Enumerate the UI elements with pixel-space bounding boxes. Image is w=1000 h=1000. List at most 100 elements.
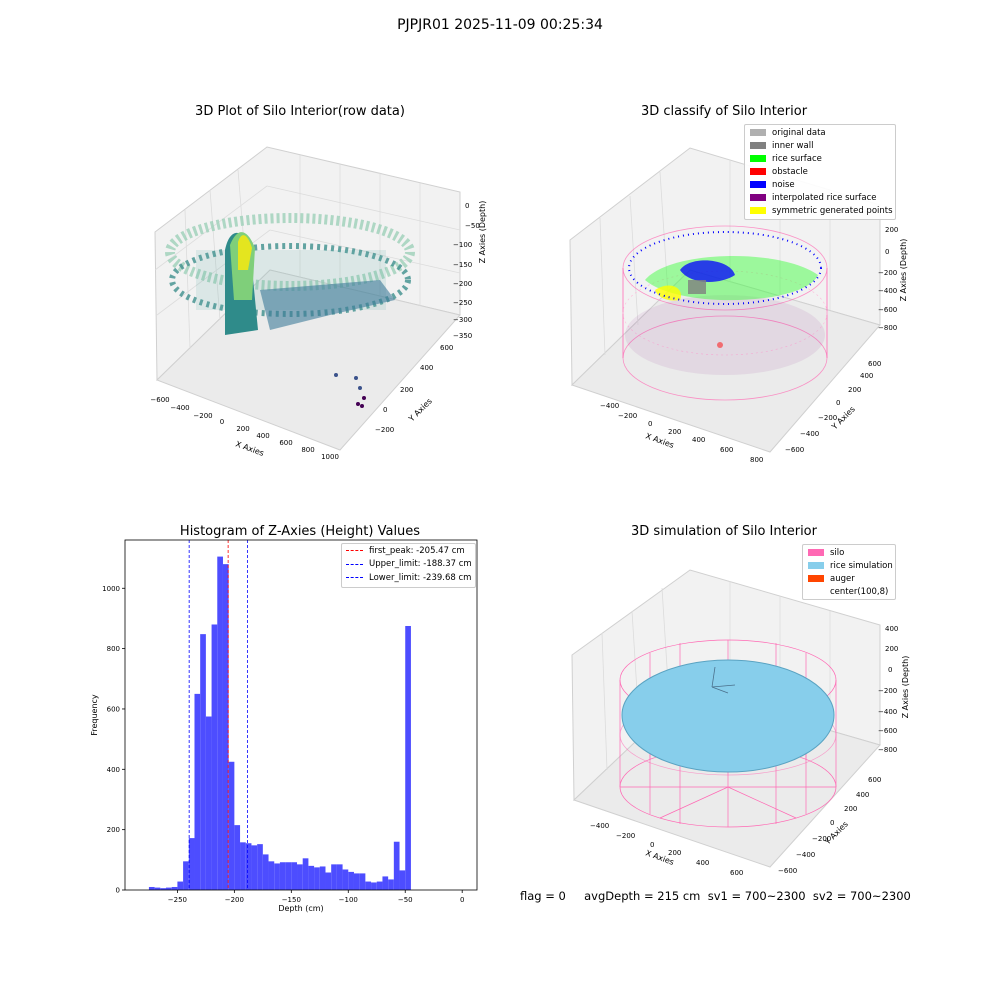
histogram-bar — [222, 564, 229, 890]
panel2-legend-swatch — [750, 155, 766, 162]
histogram-bar — [382, 876, 389, 890]
histogram-bar — [342, 869, 349, 890]
histogram-bar — [217, 556, 223, 890]
panel2-x-tick: 800 — [750, 456, 763, 464]
histogram-bar — [177, 881, 184, 890]
panel4-z-tick: −200 — [878, 687, 897, 695]
panel4-legend-item: auger — [803, 572, 895, 585]
panel4-x-tick: −200 — [616, 832, 635, 840]
histogram-bar — [228, 761, 235, 890]
histogram-y-tick: 0 — [116, 887, 120, 895]
histogram-bar — [257, 844, 263, 890]
panel2-point-cloud — [622, 225, 828, 401]
histogram-bar — [166, 887, 172, 890]
panel4-legend-label: auger — [830, 573, 855, 584]
panel2-legend-item: rice surface — [745, 152, 895, 165]
histogram-legend-swatch — [346, 563, 363, 565]
panel1-z-tick: −200 — [453, 280, 472, 288]
panel2-z-tick: 0 — [885, 248, 889, 256]
panel4-legend-swatch — [808, 575, 824, 582]
histogram-bar — [359, 873, 366, 890]
panel4-z-tick: −800 — [878, 746, 897, 754]
histogram-bar — [268, 861, 275, 890]
panel1-y-tick: 0 — [383, 406, 387, 414]
panel4-legend-item: center(100,8) — [803, 585, 895, 598]
panel4-x-tick: 400 — [696, 859, 709, 867]
panel1-x-label: X Axies — [234, 439, 265, 458]
histogram-bar — [376, 881, 383, 890]
histogram-bar — [200, 634, 206, 890]
panel1-z-tick: −50 — [465, 222, 480, 230]
panel2-legend-label: noise — [772, 179, 795, 190]
histogram-bar — [245, 843, 252, 890]
panel2-y-tick: 200 — [848, 386, 861, 394]
panel1-x-tick: −400 — [170, 404, 189, 412]
panel2-z-tick: −200 — [878, 269, 897, 277]
panel2-legend-label: interpolated rice surface — [772, 192, 877, 203]
histogram-bar — [285, 862, 292, 890]
histogram-chart: 0 200 400 600 800 1000 −250 −200 −150 −100 −50 0 D… — [90, 539, 478, 913]
panel2-legend-item: interpolated rice surface — [745, 191, 895, 204]
histogram-bar — [336, 864, 343, 890]
histogram-legend-swatch — [346, 550, 363, 552]
panel1-title: 3D Plot of Silo Interior(row data) — [195, 104, 405, 119]
histogram-bar — [194, 693, 201, 890]
panel2-x-tick: −400 — [600, 402, 619, 410]
panel2-x-tick: 0 — [648, 420, 652, 428]
panel4-title: 3D simulation of Silo Interior — [631, 524, 817, 539]
histogram-x-label: Depth (cm) — [278, 904, 323, 913]
histogram-bar — [314, 867, 320, 890]
panel1-y-tick: 400 — [420, 364, 433, 372]
histogram-bar — [183, 861, 189, 890]
histogram-bar — [251, 845, 258, 890]
panel4-legend: silo rice simulation auger center(100,8) — [802, 544, 896, 600]
panel4-z-label: Z Axies (Depth) — [901, 656, 910, 719]
panel1-z-tick: −150 — [453, 261, 472, 269]
panel2-legend-item: original data — [745, 126, 895, 139]
histogram-bar — [331, 864, 337, 890]
histogram-x-tick: −150 — [282, 896, 301, 904]
histogram-bar — [319, 866, 326, 890]
panel4-y-label: Y Axies — [822, 820, 850, 848]
panel1-z-tick: −350 — [453, 332, 472, 340]
histogram-bar — [348, 871, 354, 890]
panel2-floor — [571, 269, 881, 453]
panel1-z-tick: −300 — [453, 316, 472, 324]
histogram-bar — [171, 886, 178, 890]
histogram-bar — [211, 624, 218, 890]
histogram-x-tick: −100 — [339, 896, 358, 904]
histogram-bar — [160, 888, 167, 890]
panel1-x-tick: 200 — [236, 425, 249, 433]
panel4-x-tick: 200 — [668, 849, 681, 857]
histogram-bar — [405, 625, 411, 890]
histogram-y-tick: 200 — [107, 826, 120, 834]
histogram-x-tick: −200 — [225, 896, 244, 904]
panel4-legend-label: silo — [830, 547, 845, 558]
panel2-legend-item: noise — [745, 178, 895, 191]
panel2-legend-label: inner wall — [772, 140, 814, 151]
panel2-y-tick: 0 — [836, 399, 840, 407]
panel1-x-tick: −600 — [150, 396, 169, 404]
panel4-legend-label: center(100,8) — [830, 586, 889, 597]
histogram-y-tick: 1000 — [102, 585, 120, 593]
panel1-x-tick: 400 — [256, 432, 269, 440]
panel2-y-tick: −200 — [818, 414, 837, 422]
panel4-x-tick: −400 — [590, 822, 609, 830]
panel1-3d-plot: −600 −400 −200 0 200 400 600 800 1000 X … — [150, 146, 487, 460]
histogram-bar — [205, 716, 212, 890]
panel4-legend-swatch — [808, 549, 824, 556]
histogram-legend-swatch — [346, 577, 363, 579]
histogram-bar — [262, 854, 269, 890]
histogram-y-tick: 400 — [107, 766, 120, 774]
histogram-legend-item: Upper_limit: -188.37 cm — [342, 558, 475, 572]
panel2-z-tick: −800 — [878, 324, 897, 332]
panel1-y-tick: 600 — [440, 344, 453, 352]
histogram-x-tick: 0 — [460, 896, 464, 904]
panel1-y-tick: 200 — [400, 386, 413, 394]
panel4-y-tick: 600 — [868, 776, 881, 784]
panel4-y-tick: 0 — [830, 819, 834, 827]
panel2-legend-item: obstacle — [745, 165, 895, 178]
panel1-z-tick: 0 — [465, 202, 469, 210]
panel4-z-tick: 400 — [885, 625, 898, 633]
histogram-x-tick: −250 — [168, 896, 187, 904]
